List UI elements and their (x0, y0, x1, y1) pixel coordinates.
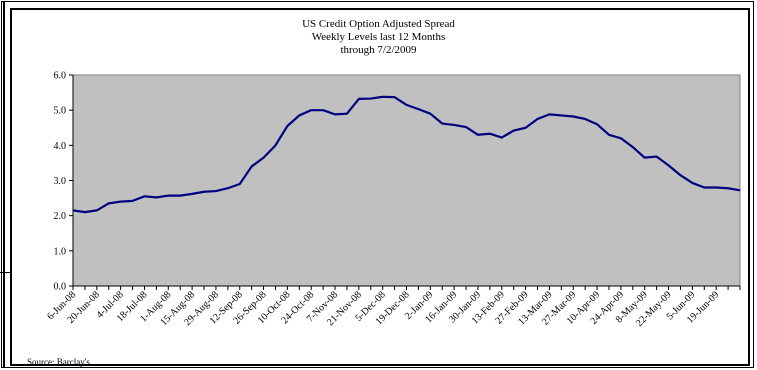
chart-subtitle-1: Weekly Levels last 12 Months (311, 31, 446, 43)
left-border-rule (3, 1, 5, 368)
chart-subtitle-2: through 7/2/2009 (340, 44, 417, 56)
y-tick-label: 6.0 (54, 71, 67, 82)
y-tick-label: 4.0 (54, 141, 67, 152)
y-tick-label: 0.0 (54, 282, 67, 293)
plot-area (72, 74, 741, 287)
y-tick-label: 2.0 (54, 211, 67, 222)
left-border-tick (0, 272, 10, 273)
y-tick-label: 3.0 (54, 176, 67, 187)
y-tick-label: 5.0 (54, 106, 67, 117)
y-tick-label: 1.0 (54, 246, 67, 257)
source-note: Source: Barclay's (27, 357, 90, 367)
chart-title: US Credit Option Adjusted Spread (302, 18, 455, 30)
